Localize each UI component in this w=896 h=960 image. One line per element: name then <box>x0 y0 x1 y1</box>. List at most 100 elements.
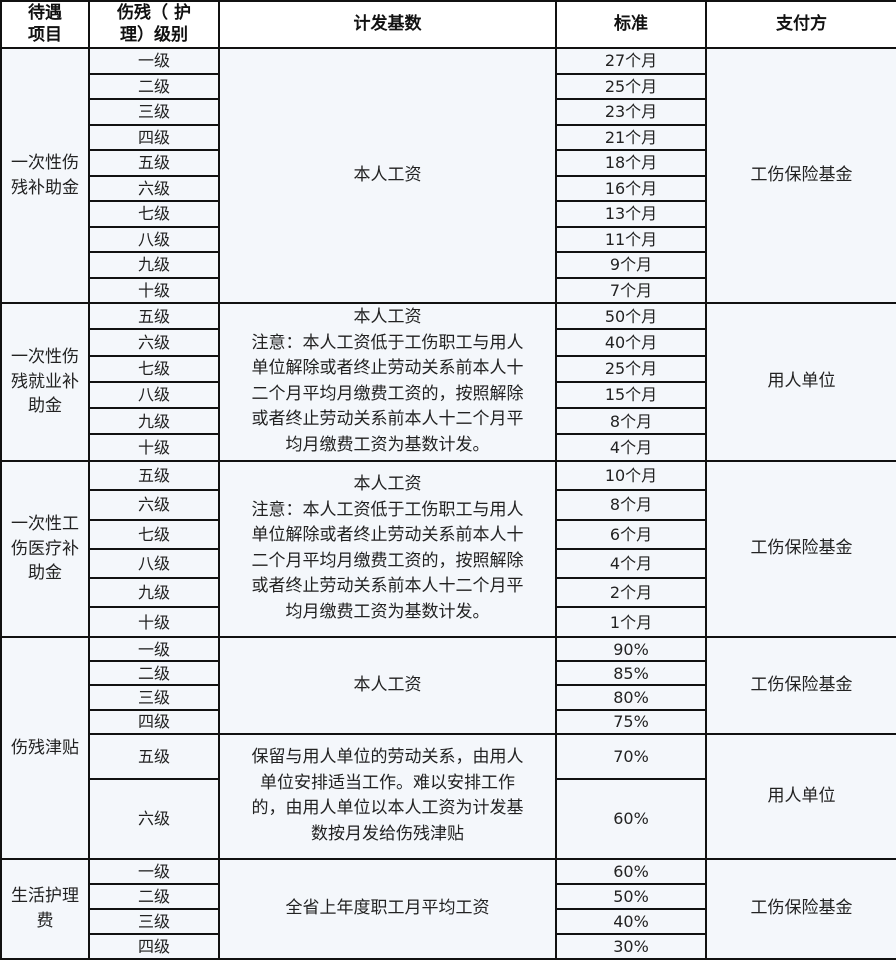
grade-cell: 五级 <box>88 732 220 780</box>
table-row: 八级 4个月 <box>1 547 896 580</box>
grade-cell: 四级 <box>88 123 220 151</box>
standard-cell: 40% <box>555 907 707 935</box>
standard-cell: 80% <box>555 684 707 711</box>
category-cell: 一次性工 伤医疗补 助金 <box>0 459 90 638</box>
standard-cell: 27个月 <box>555 47 707 75</box>
standard-cell: 85% <box>555 660 707 687</box>
standard-cell: 10个月 <box>555 459 707 492</box>
grade-cell: 五级 <box>88 301 220 331</box>
table-row: 八级 11个月 <box>1 225 896 253</box>
text-line: 助金 <box>28 396 62 417</box>
standard-cell: 75% <box>555 708 707 735</box>
header-category-line: 待遇 <box>28 3 62 24</box>
standard-cell: 8个月 <box>555 407 707 436</box>
payer-cell: 用人单位 <box>705 732 896 860</box>
base-cell: 本人工资 <box>218 47 557 304</box>
table-row: 九级 9个月 <box>1 251 896 279</box>
standard-cell: 2个月 <box>555 577 707 609</box>
grade-cell: 六级 <box>88 328 220 357</box>
standard-cell: 60% <box>555 857 707 885</box>
table-row: 四级 21个月 <box>1 123 896 151</box>
text-line: 保留与用人单位的劳动关系，由用人 <box>251 747 524 768</box>
standard-cell: 21个月 <box>555 123 707 151</box>
standard-cell: 11个月 <box>555 225 707 253</box>
grade-cell: 四级 <box>88 708 220 735</box>
grade-cell: 三级 <box>88 98 220 126</box>
grade-cell: 一级 <box>88 47 220 75</box>
text-line: 注意：本人工资低于工伤职工与用人 <box>251 332 524 353</box>
text-line: 残就业补 <box>11 371 79 392</box>
table-row: 四级 75% <box>1 708 896 735</box>
table-row: 六级 60% <box>1 777 896 860</box>
grade-cell: 五级 <box>88 149 220 177</box>
header-row: 待遇 项目 伤残（ 护理）级别 计发基数 标准 支付方 <box>0 0 896 49</box>
table-row: 五级 18个月 <box>1 149 896 177</box>
header-grade: 伤残（ 护理）级别 <box>88 0 220 49</box>
grade-cell: 九级 <box>88 251 220 279</box>
text-line: 一次性伤 <box>11 152 79 173</box>
text-line: 单位安排适当工作。难以安排工作 <box>260 772 515 793</box>
standard-cell: 8个月 <box>555 489 707 521</box>
standard-cell: 15个月 <box>555 380 707 410</box>
standard-cell: 16个月 <box>555 174 707 202</box>
table-row: 十级 1个月 <box>1 606 896 638</box>
text-line: 二个月平均月缴费工资的，按照解除 <box>251 383 524 404</box>
grade-cell: 二级 <box>88 660 220 687</box>
table-row: 六级 16个月 <box>1 174 896 202</box>
grade-cell: 五级 <box>88 459 220 492</box>
table-row: 一次性工 伤医疗补 助金 五级 本人工资 注意：本人工资低于工伤职工与用人 单位解除或者终止… <box>0 459 896 638</box>
text-line: 或者终止劳动关系前本人十二个月平 <box>251 409 524 430</box>
standard-cell: 9个月 <box>555 251 707 279</box>
text-line: 均月缴费工资为基数计发。 <box>285 434 490 455</box>
text-line: 本人工资 <box>353 474 422 495</box>
text-line: 二个月平均月缴费工资的，按照解除 <box>251 550 524 571</box>
standard-cell: 13个月 <box>555 200 707 228</box>
standard-cell: 7个月 <box>555 276 707 304</box>
table-row: 生活护理费一级 全省上年度职工月平均工资 60% 工伤保险基金 <box>0 857 896 960</box>
table-row: 六级 8个月 <box>1 489 896 521</box>
standard-cell: 50% <box>555 882 707 910</box>
base-cell: 保留与用人单位的劳动关系，由用人 单位安排适当工作。难以安排工作 的，由用人单位以本… <box>218 732 557 860</box>
grade-cell: 一级 <box>88 857 220 885</box>
standard-cell: 23个月 <box>555 98 707 126</box>
base-cell: 本人工资 <box>218 635 557 735</box>
grade-cell: 十级 <box>88 276 220 304</box>
text-line: 单位解除或者终止劳动关系前本人十 <box>251 358 524 379</box>
text-line: 费 <box>36 910 54 931</box>
standard-cell: 4个月 <box>555 547 707 580</box>
grade-cell: 四级 <box>88 932 220 960</box>
standard-cell: 18个月 <box>555 149 707 177</box>
base-cell: 全省上年度职工月平均工资 <box>218 857 557 960</box>
header-category-line: 项目 <box>28 24 62 45</box>
text-line: 或者终止劳动关系前本人十二个月平 <box>251 576 524 597</box>
grade-cell: 七级 <box>88 200 220 228</box>
grade-cell: 三级 <box>88 907 220 935</box>
standard-cell: 25个月 <box>555 72 707 100</box>
base-cell: 本人工资 注意：本人工资低于工伤职工与用人 单位解除或者终止劳动关系前本人十 二个月平… <box>218 302 557 462</box>
text-line: 的，由用人单位以本人工资为计发基 <box>251 798 524 819</box>
grade-cell: 二级 <box>88 72 220 100</box>
grade-cell: 六级 <box>88 489 220 521</box>
grade-cell: 八级 <box>88 547 220 580</box>
standard-cell: 1个月 <box>555 606 707 638</box>
grade-cell: 十级 <box>88 606 220 638</box>
grade-cell: 二级 <box>88 882 220 910</box>
text-line: 均月缴费工资为基数计发。 <box>285 601 490 622</box>
table-row: 一次性伤 残就业补 助金 五级 本人工资 注意：本人工资低于工伤职工与用人 单位解除或者终止… <box>0 301 896 462</box>
standard-cell: 40个月 <box>555 328 707 357</box>
category-cell: 一次性伤残就业补助金 <box>0 302 90 462</box>
grade-cell: 八级 <box>88 225 220 253</box>
base-cell: 本人工资 注意：本人工资低于工伤职工与用人 单位解除或者终止劳动关系前本人十 二个月平… <box>218 459 557 638</box>
text-line: 数按月发给伤残津贴 <box>311 823 464 844</box>
text-line: 一次性伤 <box>11 347 79 368</box>
grade-cell: 七级 <box>88 518 220 550</box>
text-line: 伤医疗补 <box>11 538 79 559</box>
standard-cell: 4个月 <box>555 433 707 462</box>
standard-cell: 25个月 <box>555 354 707 383</box>
category-cell: 伤残津贴 <box>0 635 90 860</box>
grade-cell: 十级 <box>88 433 220 462</box>
header-standard: 标准 <box>555 0 707 49</box>
table-row: 九级 8个月 <box>1 407 896 436</box>
table-row: 七级 6个月 <box>1 518 896 550</box>
